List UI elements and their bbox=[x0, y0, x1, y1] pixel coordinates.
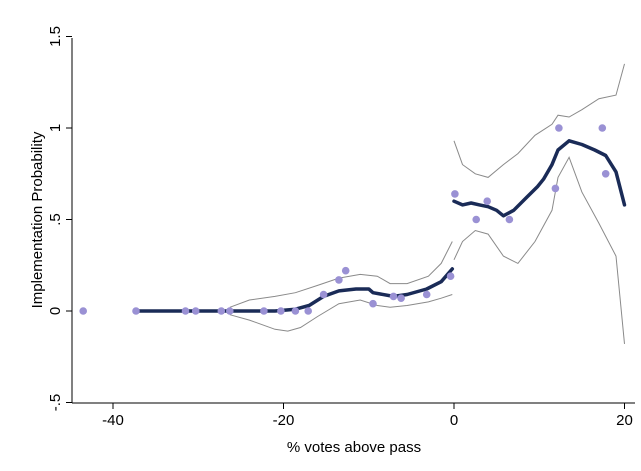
y-tick-label: 0 bbox=[47, 307, 64, 315]
data-point bbox=[260, 307, 268, 315]
y-tick-label: -.5 bbox=[47, 394, 64, 412]
data-point bbox=[397, 294, 405, 303]
data-point bbox=[79, 307, 87, 315]
data-point bbox=[291, 307, 300, 315]
data-point bbox=[335, 276, 343, 284]
data-point bbox=[217, 307, 226, 315]
ci-lower-line-2 bbox=[453, 156, 625, 344]
x-tick-label: -20 bbox=[273, 412, 295, 429]
confidence-bands bbox=[229, 63, 625, 344]
data-point bbox=[422, 290, 431, 299]
data-point bbox=[181, 307, 190, 315]
data-points bbox=[79, 124, 610, 315]
x-tick-label: 20 bbox=[616, 412, 633, 429]
x-tick-label: 0 bbox=[450, 412, 458, 429]
x-tick-label: -40 bbox=[102, 412, 124, 429]
ci-upper-line-2 bbox=[453, 63, 625, 178]
y-tick-label: 1.5 bbox=[47, 26, 64, 47]
ci-upper-line-1 bbox=[229, 241, 453, 308]
data-point bbox=[446, 272, 455, 281]
y-tick-label: .5 bbox=[47, 213, 64, 226]
data-point bbox=[389, 292, 398, 301]
data-point bbox=[472, 215, 481, 224]
fit-line-2 bbox=[452, 139, 627, 218]
data-point bbox=[226, 307, 234, 315]
y-axis-title: Implementation Probability bbox=[29, 131, 46, 308]
data-point bbox=[598, 124, 607, 132]
data-point bbox=[191, 307, 200, 315]
data-point bbox=[341, 266, 350, 275]
ci-lower-line-1 bbox=[229, 294, 453, 332]
fit-line-1 bbox=[134, 267, 455, 313]
data-point bbox=[555, 124, 563, 132]
data-point bbox=[483, 197, 492, 205]
fit-lines bbox=[134, 139, 627, 313]
data-point bbox=[601, 170, 610, 178]
ticks: -40 -20 0 20 -.5 0 .5 1 1.5 bbox=[47, 26, 633, 429]
data-point bbox=[277, 307, 285, 315]
data-point bbox=[551, 184, 560, 193]
data-point bbox=[304, 307, 313, 315]
data-point bbox=[132, 307, 140, 315]
data-point bbox=[369, 299, 377, 308]
y-tick-label: 1 bbox=[47, 124, 64, 132]
x-axis-title: % votes above pass bbox=[287, 439, 421, 456]
data-point bbox=[451, 190, 459, 198]
axes bbox=[71, 38, 635, 404]
data-point bbox=[505, 215, 514, 224]
data-point bbox=[319, 290, 328, 299]
